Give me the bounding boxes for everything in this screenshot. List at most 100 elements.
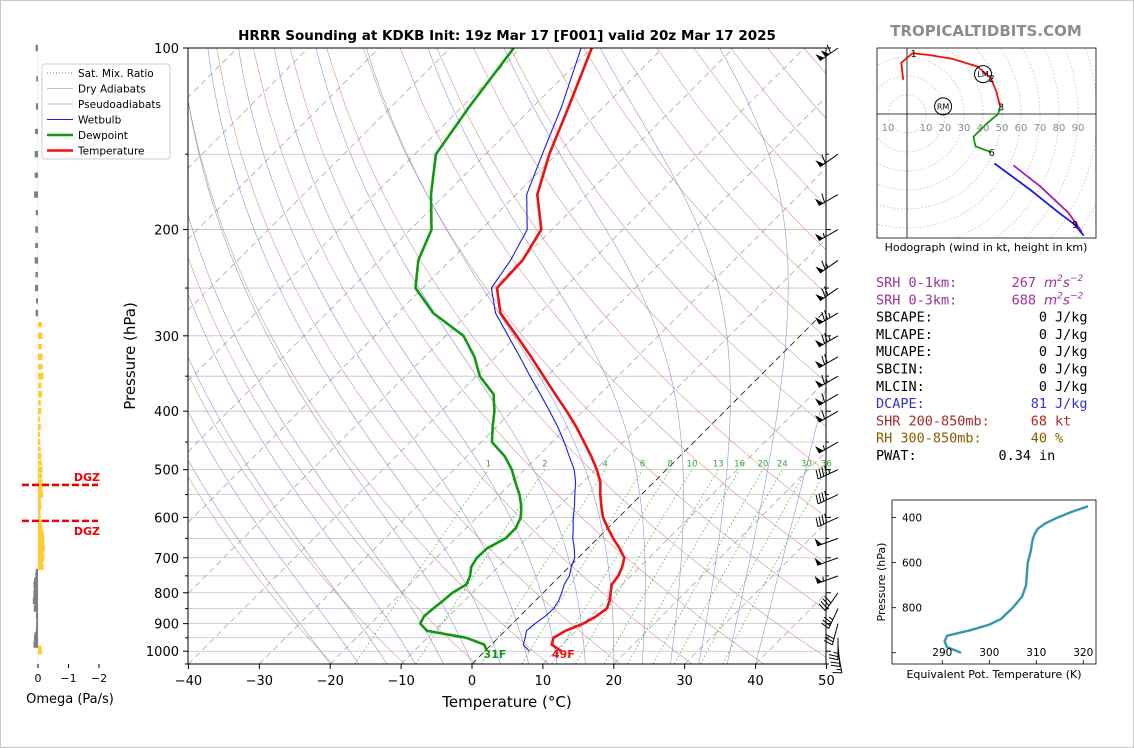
omega-x-tick-label: −2 <box>91 672 107 685</box>
index-label: MUCAPE: <box>876 344 933 360</box>
mixing-ratio-line <box>354 469 489 664</box>
barb-full <box>815 517 819 527</box>
pseudoadiabat-line <box>755 384 826 664</box>
omega-bar <box>38 391 43 398</box>
index-unit: J/kg <box>1055 310 1088 326</box>
mixing-ratio-label: 16 <box>734 460 745 470</box>
omega-bar <box>34 631 38 637</box>
wetbulb-line <box>490 48 582 652</box>
omega-bar <box>38 497 41 504</box>
skewt-profiles <box>414 48 626 653</box>
y-tick-label: 500 <box>154 464 179 479</box>
barb-half <box>822 576 824 582</box>
chart-title: HRRR Sounding at KDKB Init: 19z Mar 17 [… <box>238 28 776 44</box>
omega-bar <box>33 589 38 596</box>
omega-bar <box>36 617 38 623</box>
barb-full <box>821 492 825 502</box>
isotherm-line <box>826 48 1134 664</box>
barb-full <box>828 654 839 658</box>
omega-axis-label: Omega (Pa/s) <box>26 692 114 707</box>
theta-e-x-axis-label: Equivalent Pot. Temperature (K) <box>906 668 1081 681</box>
mixing-ratio-line <box>575 469 693 664</box>
temperature-line <box>495 48 626 653</box>
y-tick-label: 600 <box>154 511 179 526</box>
y-tick-label: 100 <box>154 42 179 57</box>
theta-e-line <box>943 505 1089 654</box>
pseudoadiabat-line <box>273 48 558 664</box>
omega-bar <box>36 620 38 627</box>
dry-adiabat-line <box>188 373 405 664</box>
omega-bar <box>38 503 42 510</box>
barb-half <box>828 335 831 341</box>
omega-bar <box>34 602 38 608</box>
omega-bar <box>38 648 42 655</box>
mixing-ratio-label: 6 <box>640 460 645 470</box>
x-tick-label: −40 <box>175 674 202 689</box>
omega-bar <box>34 151 38 158</box>
barb-full <box>818 468 822 478</box>
legend-entry: Sat. Mix. Ratio <box>78 68 154 80</box>
omega-bar <box>38 438 41 446</box>
index-label: RH 300-850mb: <box>876 431 982 447</box>
barb-staff <box>818 229 839 242</box>
barb-flag <box>814 317 824 325</box>
barb-full <box>821 260 826 270</box>
wind-barb <box>814 229 839 242</box>
omega-x-tick-label: 0 <box>35 672 42 685</box>
legend-entry: Wetbulb <box>78 115 122 127</box>
dewpoint-line <box>414 48 523 652</box>
barb-full <box>824 595 832 604</box>
index-value: 0 <box>1039 327 1047 343</box>
dry-adiabat-line <box>252 48 693 664</box>
x-tick-label: −20 <box>317 674 344 689</box>
isotherm-line <box>400 238 826 664</box>
legend-entry: Dewpoint <box>78 130 128 142</box>
index-label: SBCAPE: <box>876 310 933 326</box>
omega-bar <box>34 191 38 198</box>
hodograph-ring-label: 90 <box>1072 123 1085 134</box>
mixing-ratio-labels: 1 2 4 6 8 10 13 16 20 24 30 36 <box>486 460 832 470</box>
pseudoadiabat-line <box>503 48 684 664</box>
index-unit: J/kg <box>1055 344 1088 360</box>
wind-barb <box>814 374 839 388</box>
dry-adiabat-line <box>363 48 826 611</box>
y-tick-label: 300 <box>154 330 179 345</box>
omega-bar <box>35 568 38 575</box>
index-label: PWAT: <box>876 448 917 464</box>
index-label: SRH 0-1km: <box>876 275 957 291</box>
hodograph-segment <box>900 52 1001 107</box>
pseudoadiabat-line <box>207 48 501 664</box>
index-unit: % <box>1055 431 1063 447</box>
barb-staff <box>818 393 839 406</box>
wind-barb <box>823 623 839 646</box>
omega-bar <box>38 473 42 479</box>
barb-full <box>818 603 826 612</box>
omega-bar <box>34 586 38 592</box>
x-tick-label: 10 <box>535 674 552 689</box>
dry-adiabat-line <box>436 48 826 518</box>
hodograph-frame <box>876 47 1097 239</box>
hodograph-segment <box>972 106 1001 153</box>
omega-bar <box>38 460 42 466</box>
mixing-ratio-line <box>700 469 807 664</box>
skewt-axes: −40 −30 −20 −10 0 10 20 30 40 50 100 200 300 400 500 60… <box>146 42 835 689</box>
barb-full <box>815 494 819 505</box>
barb-half <box>822 232 826 238</box>
omega-bar <box>38 524 43 532</box>
isotherm-line <box>471 309 826 664</box>
omega-bar <box>38 407 42 415</box>
isotherm-line <box>259 96 826 664</box>
hodograph-ring-label: 80 <box>1053 123 1066 134</box>
index-unit: J/kg <box>1055 327 1088 343</box>
wind-barb <box>821 608 839 629</box>
theta-e-y-axis-label: Pressure (hPa) <box>875 543 888 622</box>
barb-flag <box>814 538 823 546</box>
omega-bar <box>35 272 38 278</box>
omega-bar <box>33 594 38 600</box>
y-tick-label: 400 <box>154 405 179 420</box>
x-tick-label: −30 <box>246 674 273 689</box>
theta-e-x-tick-label: 300 <box>979 647 999 659</box>
wind-barb <box>814 537 839 547</box>
omega-bar <box>38 364 43 370</box>
